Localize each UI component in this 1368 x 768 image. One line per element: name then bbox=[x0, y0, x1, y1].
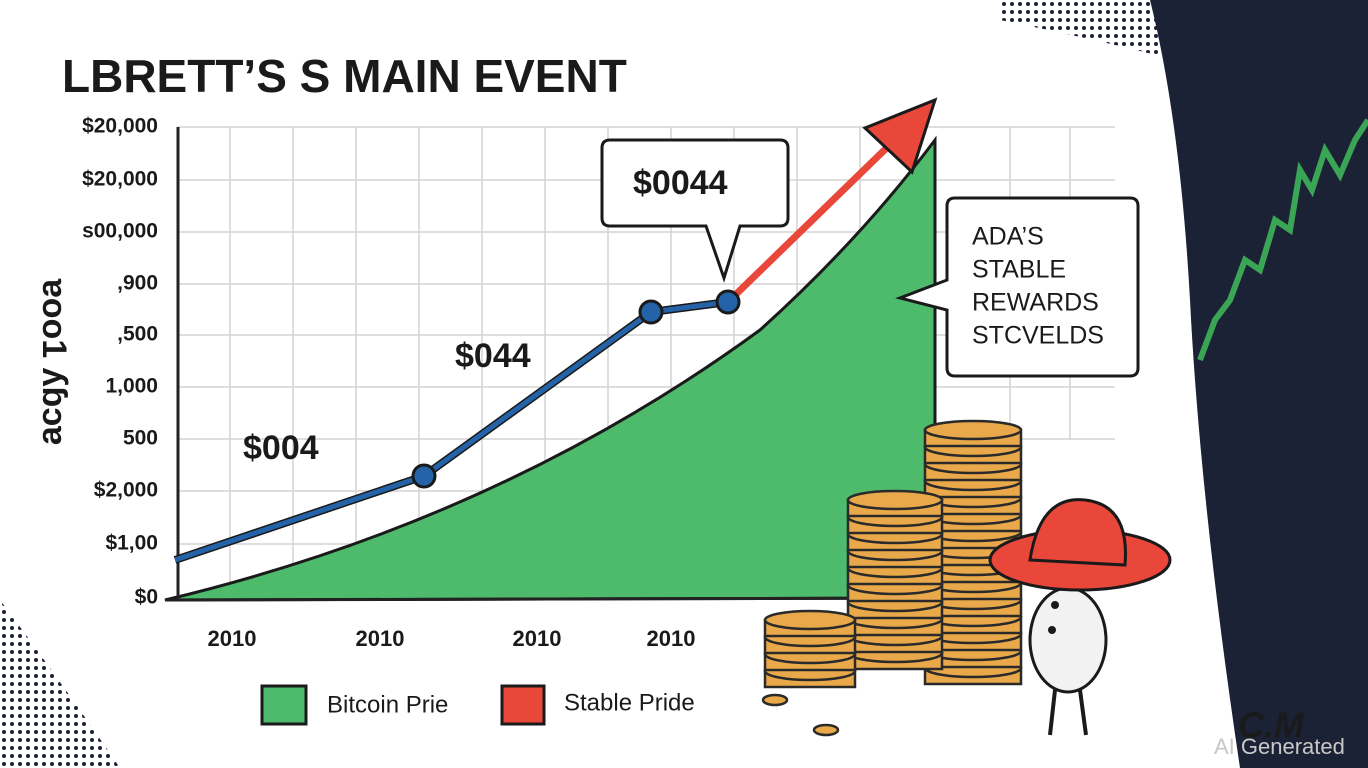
halftone bbox=[0, 600, 120, 768]
y-tick-label: $20,000 bbox=[82, 115, 158, 138]
legend-label: Stable Pride bbox=[564, 689, 695, 716]
title: LBRETT’S S MAIN EVENT bbox=[62, 50, 627, 102]
watermark: AI Generated bbox=[1214, 734, 1345, 759]
legend-label: Bitcoin Prie bbox=[327, 691, 448, 718]
y-tick-label: 1,000 bbox=[105, 375, 158, 398]
halftone bbox=[1230, 600, 1368, 700]
point bbox=[638, 299, 664, 325]
legend: Bitcoin Prie Stable Pride bbox=[260, 684, 695, 726]
y-tick-label: $2,000 bbox=[94, 479, 158, 502]
y-tick-label: $20,000 bbox=[82, 168, 158, 191]
y-tick-label: $1,00 bbox=[105, 532, 158, 555]
x-tick-label: 2010 bbox=[647, 626, 696, 651]
point bbox=[715, 289, 741, 315]
y-tick-label: ,500 bbox=[117, 323, 158, 346]
arrow-head bbox=[862, 97, 938, 175]
green-area bbox=[164, 135, 937, 602]
bg-line bbox=[1197, 118, 1368, 362]
callout bbox=[895, 196, 1140, 378]
coin bbox=[812, 723, 840, 737]
coin bbox=[763, 609, 857, 631]
character bbox=[988, 498, 1172, 736]
coin-stacks bbox=[761, 419, 1023, 737]
y-tick-label: ,900 bbox=[117, 272, 158, 295]
callout-line: STCVELDS bbox=[972, 322, 1104, 350]
callout-line: REWARDS bbox=[972, 289, 1099, 317]
red-arrow bbox=[725, 127, 908, 305]
annotation: $044 bbox=[455, 337, 531, 375]
y-tick-label: s00,000 bbox=[82, 220, 158, 243]
x-tick-label: 2010 bbox=[356, 626, 405, 651]
speech-bubble bbox=[600, 138, 790, 283]
y-axis-title: ɐoo1 ʎɓɔɐ bbox=[35, 278, 73, 445]
coin bbox=[846, 489, 944, 511]
x-tick-label: 2010 bbox=[513, 626, 562, 651]
point bbox=[411, 463, 437, 489]
y-tick-label: 500 bbox=[123, 427, 158, 450]
annotation: $0044 bbox=[633, 164, 728, 202]
callout-line: STABLE bbox=[972, 256, 1066, 284]
annotation: $004 bbox=[243, 429, 319, 467]
x-axis bbox=[164, 596, 941, 602]
logo: C.M bbox=[1238, 705, 1305, 746]
callout-line: ADA’S bbox=[972, 223, 1044, 251]
y-tick-label: $0 bbox=[135, 586, 158, 609]
coin bbox=[923, 419, 1023, 441]
x-tick-label: 2010 bbox=[208, 626, 257, 651]
coin bbox=[761, 693, 789, 707]
halftone bbox=[1000, 0, 1175, 60]
blue-line bbox=[174, 299, 729, 563]
